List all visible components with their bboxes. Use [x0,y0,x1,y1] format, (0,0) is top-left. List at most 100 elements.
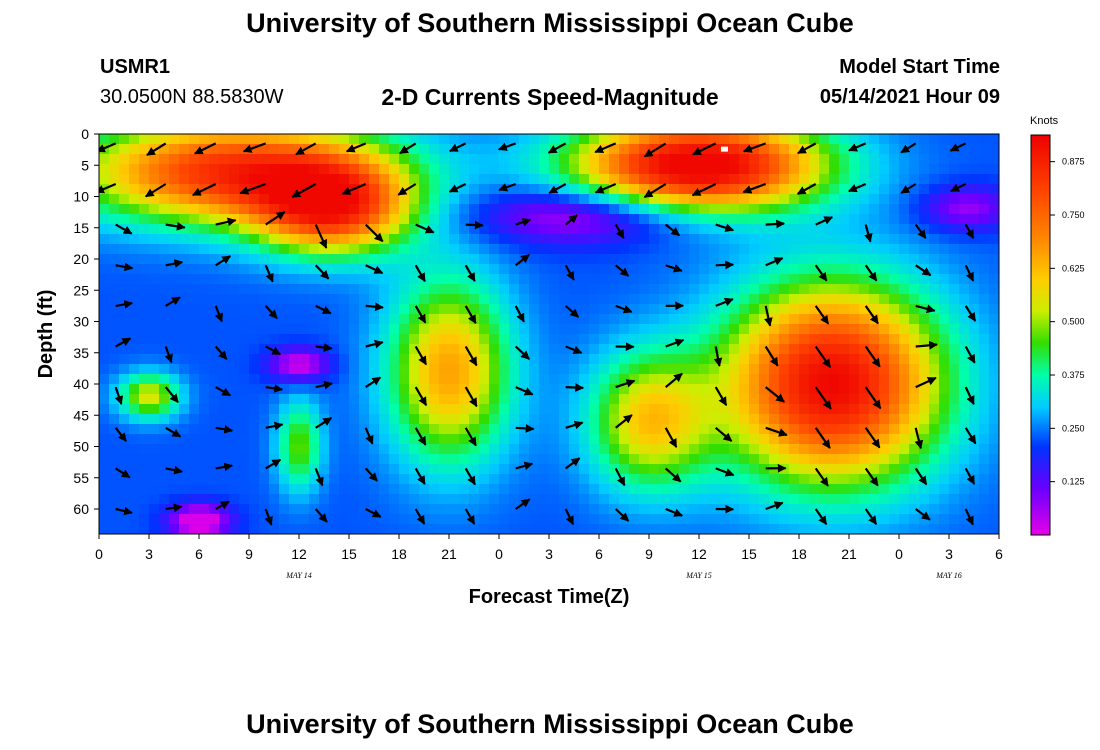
heat-cell [889,334,900,345]
heat-cell [419,244,430,255]
heat-cell [159,304,170,315]
heat-cell [549,254,560,265]
heat-cell [949,214,960,225]
heat-cell [859,354,870,365]
heat-cell [299,464,310,475]
heat-cell [789,414,800,425]
heat-cell [879,194,890,205]
heat-cell [599,504,610,515]
heat-cell [109,404,120,415]
heat-cell [489,514,500,525]
heat-cell [989,134,999,145]
heat-cell [969,494,980,505]
heat-cell [209,274,220,285]
heat-cell [659,324,670,335]
heat-cell [259,294,270,305]
heat-cell [699,524,710,534]
heat-cell [809,384,820,395]
heat-cell [709,134,720,145]
heat-cell [859,414,870,425]
heat-cell [269,274,280,285]
heat-cell [699,204,710,215]
heat-cell [299,254,310,265]
heat-cell [729,274,740,285]
heat-cell [489,194,500,205]
heat-cell [859,324,870,335]
heat-cell [349,234,360,245]
heat-cell [589,314,600,325]
heat-cell [129,184,140,195]
heat-cell [909,134,920,145]
heat-cell [909,344,920,355]
heat-cell [399,494,410,505]
heat-cell [569,404,580,415]
heat-cell [159,324,170,335]
heat-cell [489,154,500,165]
heat-cell [469,324,480,335]
heat-cell [939,474,950,485]
heat-cell [99,444,110,455]
heat-cell [259,494,270,505]
heat-cell [779,494,790,505]
heat-cell [139,424,150,435]
heat-cell [539,524,550,534]
heat-cell [949,244,960,255]
y-tick-label: 20 [73,251,89,267]
heat-cell [489,234,500,245]
heat-cell [699,214,710,225]
heat-cell [379,374,390,385]
heat-cell [849,404,860,415]
heat-cell [439,324,450,335]
heat-cell [629,404,640,415]
heat-cell [189,314,200,325]
heat-cell [249,174,260,185]
heat-cell [509,244,520,255]
heat-cell [169,444,180,455]
heat-cell [789,314,800,325]
heat-cell [919,244,930,255]
heat-cell [539,394,550,405]
heat-cell [329,174,340,185]
heat-cell [579,144,590,155]
heat-cell [949,324,960,335]
heat-cell [799,434,810,445]
heat-cell [919,174,930,185]
heat-cell [299,164,310,175]
heat-cell [129,384,140,395]
heat-cell [489,364,500,375]
heat-cell [399,254,410,265]
heat-cell [529,364,540,375]
heat-cell [819,174,830,185]
heat-cell [589,244,600,255]
heat-cell [969,224,980,235]
heat-cell [329,144,340,155]
heat-cell [559,284,570,295]
heat-cell [459,404,470,415]
heat-cell [549,424,560,435]
heat-cell [419,264,430,275]
heat-cell [689,394,700,405]
heat-cell [619,134,630,145]
heat-cell [849,214,860,225]
heat-cell [699,174,710,185]
heat-cell [899,404,910,415]
heat-cell [749,244,760,255]
x-tick-label: 0 [95,546,103,562]
heat-cell [309,134,320,145]
heat-cell [579,404,590,415]
heat-cell [599,214,610,225]
heat-cell [719,344,730,355]
speed-heatmap [99,134,999,534]
heat-cell [179,204,190,215]
heat-cell [529,314,540,325]
heat-cell [349,464,360,475]
heat-cell [209,414,220,425]
heat-cell [389,134,400,145]
heat-cell [279,424,290,435]
heat-cell [429,174,440,185]
heat-cell [889,504,900,515]
heat-cell [519,334,530,345]
heat-cell [259,454,270,465]
heat-cell [539,204,550,215]
